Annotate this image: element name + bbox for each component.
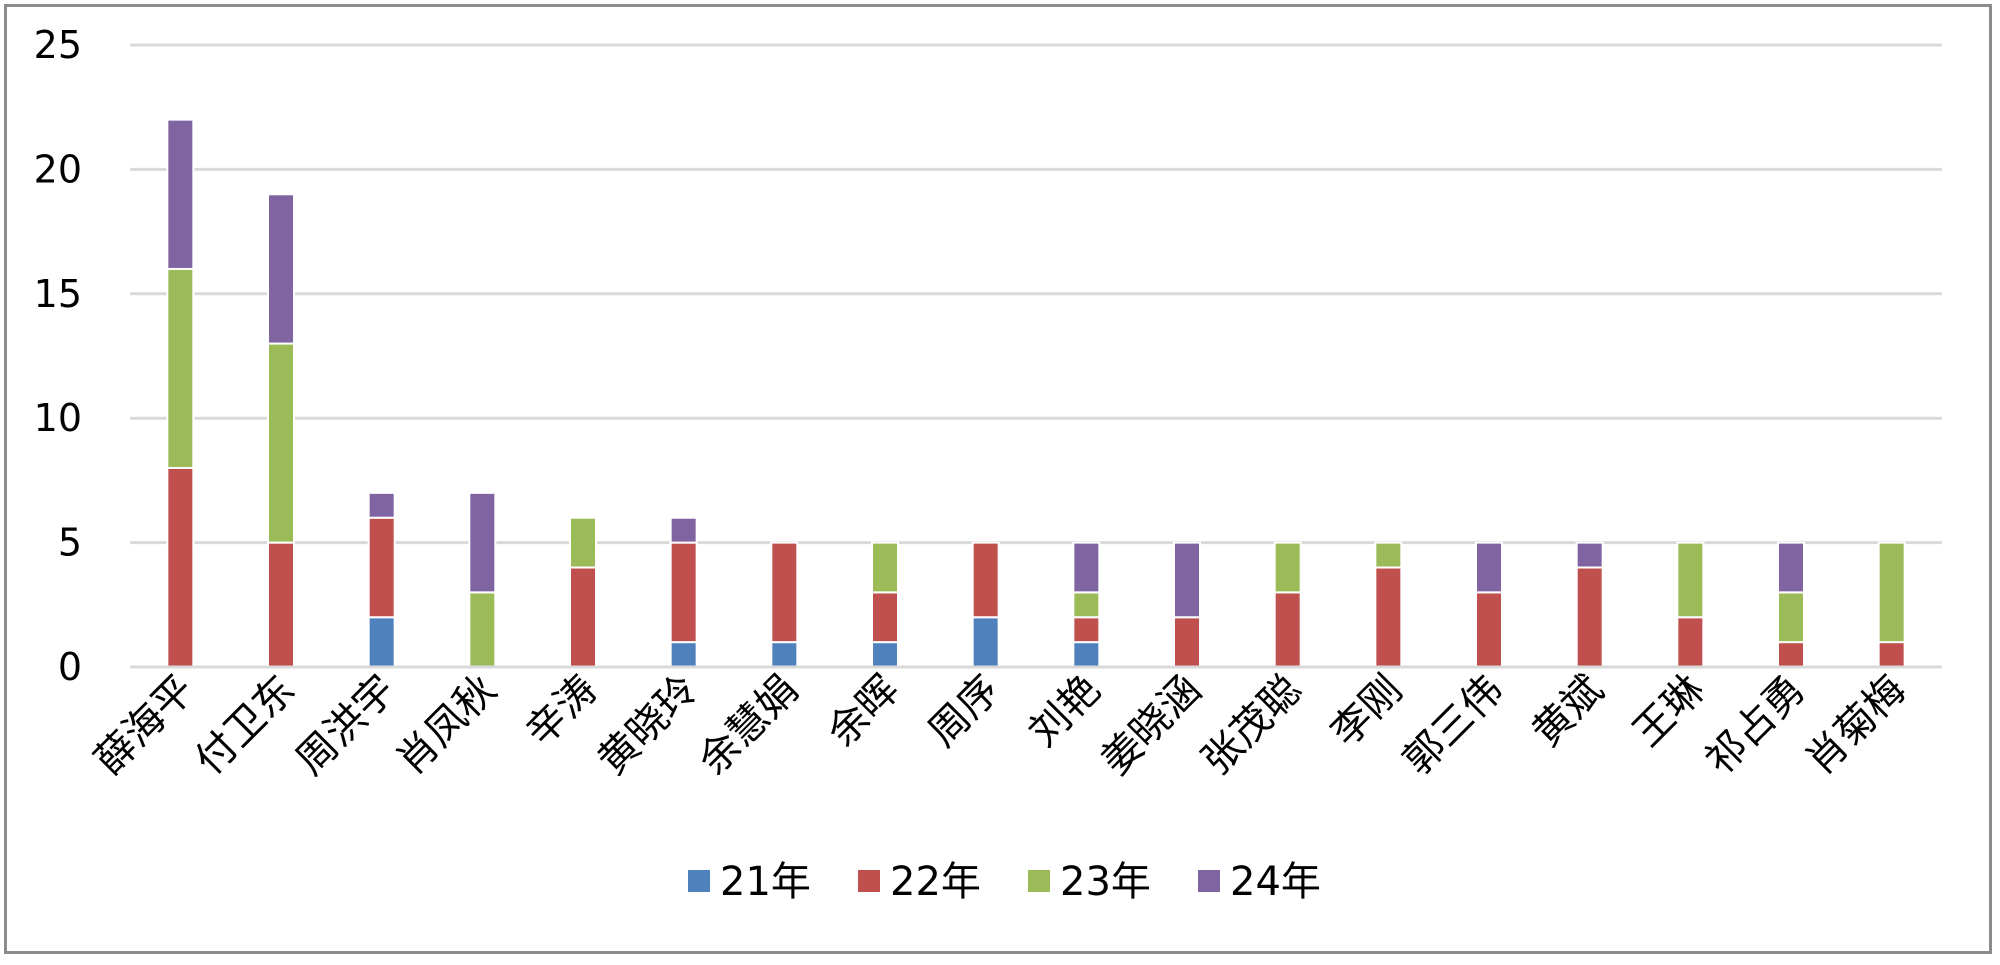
bar-segment bbox=[1575, 566, 1604, 668]
x-category-label: 付卫东 bbox=[187, 667, 304, 784]
bar-segment bbox=[569, 516, 597, 569]
bar-segment bbox=[1072, 541, 1101, 594]
y-tick-label: 5 bbox=[58, 521, 82, 565]
bar-segment bbox=[1273, 541, 1302, 594]
bar-segment bbox=[569, 566, 597, 668]
legend: 21年 22年 23年 24年 bbox=[688, 859, 1321, 905]
x-category-label: 李刚 bbox=[1322, 667, 1411, 756]
bar-segment bbox=[367, 616, 396, 668]
bar-segment bbox=[1072, 641, 1101, 668]
bar-segment bbox=[770, 541, 799, 644]
gridlines bbox=[130, 43, 1942, 545]
legend-label: 21年 bbox=[720, 859, 811, 905]
x-axis-labels: 薛海平付卫东周洪宇肖凤秋 辛涛黄晓玲余慧娟 余晖 周序 刘艳姜晓涵张茂聪 李刚郭三伟 黄斌王… bbox=[86, 667, 1915, 784]
bar-segment bbox=[1777, 641, 1805, 668]
x-category-label: 黄晓玲 bbox=[589, 667, 706, 784]
bar-segment bbox=[1877, 641, 1906, 668]
x-category-label: 辛涛 bbox=[517, 667, 606, 756]
bar-segment bbox=[1575, 541, 1604, 569]
bar-segment bbox=[1676, 541, 1705, 619]
x-category-label: 余慧娟 bbox=[690, 667, 807, 784]
bar-segment bbox=[1072, 616, 1101, 644]
legend-label: 23年 bbox=[1060, 859, 1151, 905]
bar-segment bbox=[468, 491, 497, 594]
bar-segment bbox=[871, 641, 899, 668]
y-axis-ticks: 0 5 10 15 20 25 bbox=[34, 23, 82, 689]
bar-segment bbox=[770, 641, 799, 668]
x-category-label: 余晖 bbox=[819, 667, 908, 756]
bar-segment bbox=[1173, 541, 1201, 619]
legend-label: 24年 bbox=[1230, 859, 1321, 905]
bar-segment bbox=[1173, 616, 1201, 668]
x-category-label: 薛海平 bbox=[86, 667, 203, 784]
bar-segment bbox=[1475, 591, 1503, 668]
bar-segment bbox=[267, 342, 295, 544]
bar-segment bbox=[871, 541, 899, 594]
legend-swatch bbox=[1028, 870, 1050, 892]
bar-segment bbox=[166, 118, 195, 270]
bar-segment bbox=[1374, 541, 1403, 569]
bar-segment bbox=[1777, 541, 1805, 594]
bar-segment bbox=[267, 541, 295, 668]
legend-swatch bbox=[858, 870, 880, 892]
bar-segment bbox=[971, 541, 1000, 619]
x-category-label: 姜晓涵 bbox=[1093, 667, 1210, 784]
bar-segment bbox=[1273, 591, 1302, 668]
bar-segment bbox=[367, 491, 396, 519]
bar-segment bbox=[1475, 541, 1503, 594]
bar-segment bbox=[1777, 591, 1805, 644]
legend-label: 22年 bbox=[890, 859, 981, 905]
y-tick-label: 10 bbox=[34, 396, 82, 440]
x-category-label: 刘艳 bbox=[1020, 667, 1109, 756]
bar-segment bbox=[669, 541, 698, 644]
bar-segment bbox=[1676, 616, 1705, 668]
y-tick-label: 20 bbox=[34, 147, 82, 191]
x-category-label: 周序 bbox=[920, 667, 1009, 756]
chart-frame bbox=[4, 4, 1992, 954]
y-tick-label: 15 bbox=[34, 272, 82, 316]
x-category-label: 祁占勇 bbox=[1697, 667, 1814, 784]
x-category-label: 张茂聪 bbox=[1193, 667, 1310, 784]
bar-segment bbox=[669, 516, 698, 544]
x-category-label: 肖凤秋 bbox=[388, 667, 505, 784]
x-category-label: 肖菊梅 bbox=[1797, 667, 1914, 784]
x-category-label: 王琳 bbox=[1624, 667, 1713, 756]
y-tick-label: 0 bbox=[58, 645, 82, 689]
legend-swatch bbox=[1198, 870, 1220, 892]
bar-segment bbox=[367, 516, 396, 619]
x-category-label: 周洪宇 bbox=[287, 667, 404, 784]
x-category-label: 郭三伟 bbox=[1395, 667, 1512, 784]
bar-segment bbox=[971, 616, 1000, 668]
bar-segment bbox=[468, 591, 497, 668]
bar-segment bbox=[166, 267, 195, 469]
bars bbox=[166, 118, 1906, 668]
bar-segment bbox=[267, 193, 295, 345]
y-tick-label: 25 bbox=[34, 23, 82, 67]
bar-segment bbox=[871, 591, 899, 644]
x-category-label: 黄斌 bbox=[1524, 667, 1613, 756]
bar-segment bbox=[166, 466, 195, 668]
bar-segment bbox=[1072, 591, 1101, 619]
legend-swatch bbox=[688, 870, 710, 892]
bar-segment bbox=[1374, 566, 1403, 668]
bar-segment bbox=[669, 641, 698, 668]
bar-segment bbox=[1877, 541, 1906, 644]
